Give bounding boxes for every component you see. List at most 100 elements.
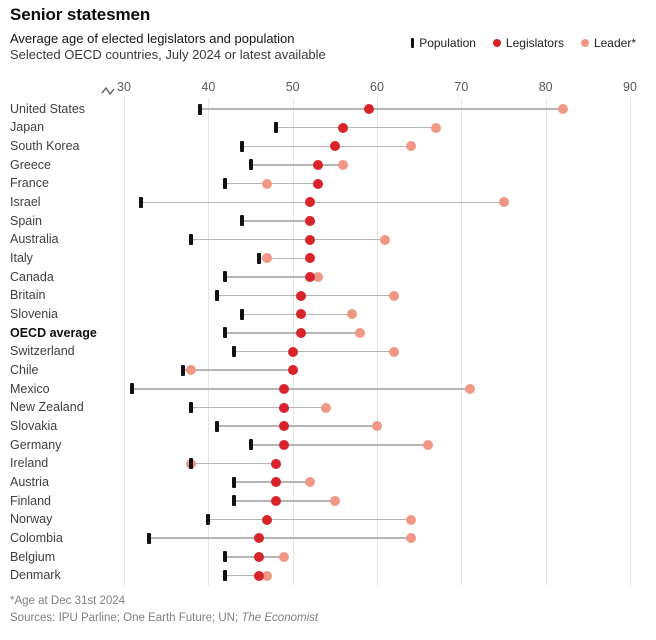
legislators-marker: [279, 421, 290, 432]
population-marker: [248, 159, 253, 171]
axis-tick-label: 50: [285, 80, 300, 94]
leader-marker: [355, 327, 366, 338]
country-label: Italy: [10, 250, 33, 265]
population-marker: [214, 290, 219, 302]
gridline: [124, 98, 125, 586]
connector-line: [233, 500, 335, 502]
legislators-marker: [363, 104, 374, 114]
gridline: [630, 98, 631, 586]
legislators-marker: [270, 495, 281, 506]
country-label: Britain: [10, 288, 46, 303]
leader-marker: [312, 271, 323, 282]
country-label: Belgium: [10, 549, 56, 564]
legend-item-leader: Leader*: [580, 36, 636, 50]
axis-break-icon: [101, 86, 115, 96]
leader-marker: [557, 104, 568, 114]
connector-line: [191, 462, 276, 465]
chart-title: Senior statesmen: [10, 5, 151, 24]
connector-line: [225, 276, 318, 278]
country-label: Austria: [10, 474, 49, 489]
country-label: Greece: [10, 157, 51, 172]
leader-marker: [321, 402, 332, 413]
population-marker: [240, 215, 245, 227]
population-legend-icon: [410, 38, 415, 48]
axis-tick-label: 60: [370, 80, 384, 94]
population-marker: [240, 140, 245, 152]
legislators-marker: [253, 551, 264, 562]
country-label: New Zealand: [10, 400, 84, 415]
connector-line: [258, 257, 310, 260]
legislators-marker: [279, 439, 290, 450]
leader-marker: [304, 477, 315, 488]
gridline: [461, 98, 463, 586]
population-marker: [223, 570, 228, 581]
population-marker: [197, 103, 202, 115]
legislators-marker: [296, 309, 307, 320]
legend-population-label: Population: [419, 36, 476, 50]
country-label: United States: [10, 101, 86, 116]
legend: Population Legislators Leader*: [410, 36, 636, 50]
country-label: Australia: [10, 232, 59, 247]
population-marker: [130, 383, 135, 395]
connector-line: [199, 108, 563, 110]
connector-line: [250, 444, 428, 446]
country-label: Chile: [10, 362, 39, 377]
country-label: France: [10, 176, 49, 191]
country-label: Slovenia: [10, 306, 58, 321]
legislators-marker: [329, 141, 340, 152]
axis-tick-label: 80: [538, 80, 553, 94]
country-label: Japan: [10, 120, 45, 135]
legislators-marker: [304, 271, 315, 282]
connector-line: [149, 537, 411, 539]
population-marker: [223, 327, 228, 339]
legend-item-legislators: Legislators: [492, 36, 564, 50]
legislators-marker: [262, 514, 273, 525]
connector-line: [275, 126, 437, 129]
country-label: OECD average: [10, 325, 97, 340]
population-marker: [231, 476, 236, 488]
legend-legislators-label: Legislators: [505, 36, 564, 50]
legislators-marker: [270, 477, 281, 488]
country-label: South Korea: [10, 139, 80, 154]
leader-marker: [262, 253, 273, 264]
connector-line: [183, 369, 293, 371]
legislators-marker: [304, 253, 315, 264]
connector-line: [233, 350, 394, 353]
leader-marker: [431, 122, 442, 133]
population-marker: [240, 308, 245, 320]
legislators-marker: [296, 327, 307, 338]
population-marker: [256, 252, 261, 264]
axis-tick-label: 40: [201, 80, 216, 94]
population-marker: [189, 458, 194, 470]
connector-line: [208, 518, 411, 521]
gridline: [545, 98, 547, 586]
legislators-marker: [287, 346, 298, 357]
country-label: Slovakia: [10, 418, 58, 433]
connector-line: [225, 332, 361, 334]
sources-publisher: The Economist: [241, 612, 319, 624]
population-marker: [273, 122, 278, 134]
leader-marker: [405, 141, 416, 152]
footnote: *Age at Dec 31st 2024: [10, 595, 126, 607]
chart-subtitle-line1: Average age of elected legislators and p…: [10, 31, 295, 46]
leader-marker: [346, 309, 357, 320]
axis-tick-label: 30: [117, 80, 131, 94]
leader-legend-icon: [580, 39, 589, 47]
legislators-marker: [279, 383, 290, 394]
population-marker: [189, 234, 194, 246]
leader-marker: [405, 514, 416, 525]
legislators-marker: [287, 365, 298, 376]
leader-marker: [388, 346, 399, 357]
country-label: Germany: [10, 437, 62, 452]
leader-marker: [186, 365, 197, 376]
population-marker: [223, 178, 228, 190]
leader-marker: [422, 439, 433, 450]
leader-marker: [380, 234, 391, 245]
sources: Sources: IPU Parline; One Earth Future; …: [10, 612, 318, 624]
connector-line: [225, 574, 268, 577]
axis-tick-label: 70: [454, 80, 469, 94]
legislators-marker: [253, 570, 264, 581]
gridline: [377, 98, 378, 586]
leader-marker: [464, 383, 475, 394]
